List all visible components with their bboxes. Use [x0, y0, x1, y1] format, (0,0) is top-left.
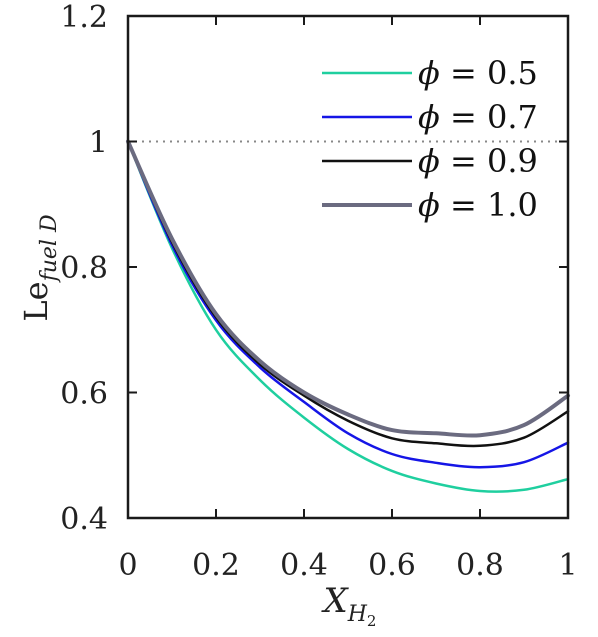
y-axis-label-base: Le: [17, 281, 55, 321]
x-tick-label: 0: [118, 548, 137, 583]
legend-label-0: ϕ = 0.5: [418, 54, 538, 92]
x-axis-label-subsub: 2: [367, 612, 377, 630]
y-axis-label-sub: fuel D: [37, 214, 62, 283]
y-tick-label: 1: [89, 126, 108, 161]
legend-label-3: ϕ = 1.0: [418, 186, 538, 224]
x-tick-label: 0.6: [368, 548, 416, 583]
x-axis-label-sub: H: [347, 602, 368, 627]
legend-label-2: ϕ = 0.9: [418, 142, 538, 180]
x-tick-label: 1: [558, 548, 577, 583]
legend-label-1: ϕ = 0.7: [418, 98, 538, 136]
x-axis-label-base: X: [321, 581, 350, 621]
x-tick-label: 0.4: [280, 548, 328, 583]
x-tick-label: 0.2: [192, 548, 240, 583]
series-line-3: [126, 139, 570, 438]
x-tick-label: 0.8: [456, 548, 504, 583]
y-tick-label: 0.8: [60, 251, 108, 286]
y-tick-label: 0.4: [60, 502, 108, 537]
series-line-0: [126, 140, 570, 493]
x-axis-label: XH2: [321, 581, 377, 630]
y-axis-label: Lefuel D: [17, 214, 62, 322]
series-line-1: [126, 140, 570, 469]
y-tick-label: 1.2: [60, 0, 108, 35]
y-tick-label: 0.6: [60, 377, 108, 412]
